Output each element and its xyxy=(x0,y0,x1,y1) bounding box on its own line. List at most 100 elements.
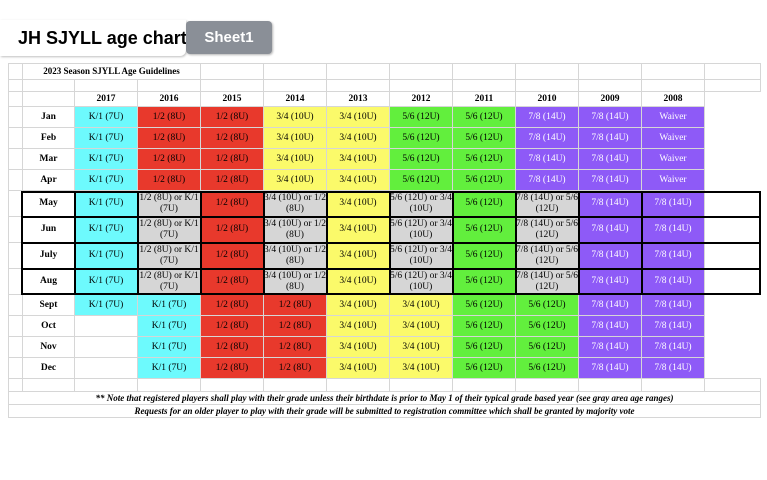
row-number-cell[interactable] xyxy=(8,315,23,337)
age-group-cell[interactable]: 1/2 (8U) xyxy=(200,169,264,191)
age-group-cell[interactable]: 7/8 (14U) xyxy=(641,268,705,295)
age-group-cell[interactable]: 1/2 (8U) xyxy=(200,127,264,149)
age-group-cell[interactable]: 5/6 (12U) or 3/4 (10U) xyxy=(389,242,453,269)
age-group-cell[interactable]: 1/2 (8U) or K/1 (7U) xyxy=(137,190,201,217)
cell[interactable] xyxy=(200,378,264,392)
age-group-cell[interactable]: K/1 (7U) xyxy=(74,148,138,170)
month-label-oct[interactable]: Oct xyxy=(22,315,75,337)
age-group-cell[interactable]: 3/4 (10U) xyxy=(326,216,390,243)
age-group-cell[interactable]: 3/4 (10U) or 1/2 (8U) xyxy=(263,190,327,217)
age-group-cell[interactable]: 7/8 (14U) xyxy=(515,148,579,170)
age-group-cell[interactable]: 1/2 (8U) xyxy=(200,336,264,358)
row-number-cell[interactable] xyxy=(8,169,23,191)
age-group-cell[interactable]: 5/6 (12U) xyxy=(515,294,579,316)
row-number-cell[interactable] xyxy=(8,148,23,170)
age-group-cell[interactable]: 3/4 (10U) xyxy=(326,268,390,295)
age-group-cell[interactable]: 1/2 (8U) xyxy=(263,336,327,358)
age-group-cell[interactable]: 3/4 (10U) xyxy=(389,357,453,379)
age-group-cell[interactable]: 5/6 (12U) xyxy=(452,357,516,379)
age-group-cell[interactable]: 1/2 (8U) xyxy=(137,169,201,191)
age-group-cell[interactable]: 7/8 (14U) xyxy=(578,169,642,191)
cell[interactable] xyxy=(641,79,705,92)
row-number-cell[interactable] xyxy=(8,336,23,358)
cell[interactable] xyxy=(326,79,390,92)
cell[interactable] xyxy=(389,63,453,80)
note-cell-2[interactable]: Requests for an older player to play wit… xyxy=(8,404,761,418)
age-group-cell[interactable]: K/1 (7U) xyxy=(74,169,138,191)
age-group-cell[interactable]: 1/2 (8U) xyxy=(137,106,201,128)
age-group-cell[interactable]: 7/8 (14U) or 5/6 (12U) xyxy=(515,242,579,269)
age-group-cell[interactable]: 7/8 (14U) xyxy=(578,148,642,170)
age-group-cell[interactable]: 3/4 (10U) or 1/2 (8U) xyxy=(263,216,327,243)
sheet-tab-sheet1[interactable]: Sheet1 xyxy=(186,21,272,54)
age-group-cell[interactable]: 3/4 (10U) xyxy=(326,294,390,316)
age-group-cell[interactable]: 5/6 (12U) xyxy=(452,315,516,337)
cell[interactable] xyxy=(704,378,761,392)
age-group-cell[interactable]: 5/6 (12U) xyxy=(452,294,516,316)
age-group-cell[interactable]: 3/4 (10U) xyxy=(389,294,453,316)
age-group-cell[interactable]: 7/8 (14U) xyxy=(641,315,705,337)
age-group-cell[interactable]: K/1 (7U) xyxy=(74,106,138,128)
cell[interactable] xyxy=(326,63,390,80)
age-group-cell[interactable]: 7/8 (14U) xyxy=(515,106,579,128)
year-header-2009[interactable]: 2009 xyxy=(578,91,642,107)
age-group-cell[interactable]: 3/4 (10U) xyxy=(326,190,390,217)
age-group-cell[interactable]: 3/4 (10U) xyxy=(389,336,453,358)
cell[interactable] xyxy=(389,79,453,92)
age-group-cell[interactable]: 1/2 (8U) xyxy=(200,148,264,170)
age-group-cell[interactable]: 5/6 (12U) xyxy=(452,127,516,149)
age-group-cell[interactable]: 5/6 (12U) xyxy=(389,169,453,191)
age-group-cell[interactable]: 3/4 (10U) xyxy=(326,336,390,358)
age-group-cell[interactable]: 5/6 (12U) or 3/4 (10U) xyxy=(389,190,453,217)
age-group-cell[interactable]: K/1 (7U) xyxy=(74,268,138,295)
year-header-2017[interactable]: 2017 xyxy=(74,91,138,107)
row-number-cell[interactable] xyxy=(8,268,23,295)
age-group-cell[interactable]: 5/6 (12U) xyxy=(515,315,579,337)
age-group-cell[interactable]: 3/4 (10U) xyxy=(326,315,390,337)
guidelines-title-cell[interactable]: 2023 Season SJYLL Age Guidelines xyxy=(22,63,201,80)
age-group-cell[interactable]: 5/6 (12U) xyxy=(389,127,453,149)
age-group-cell[interactable]: Waiver xyxy=(641,148,705,170)
month-label-july[interactable]: July xyxy=(22,242,75,269)
month-label-jan[interactable]: Jan xyxy=(22,106,75,128)
month-label-sept[interactable]: Sept xyxy=(22,294,75,316)
age-group-cell[interactable]: 5/6 (12U) xyxy=(452,336,516,358)
age-group-cell[interactable]: 5/6 (12U) xyxy=(515,336,579,358)
age-group-cell[interactable] xyxy=(74,336,138,358)
age-group-cell[interactable]: 5/6 (12U) xyxy=(389,106,453,128)
age-group-cell[interactable]: 3/4 (10U) xyxy=(263,169,327,191)
age-group-cell[interactable]: K/1 (7U) xyxy=(74,242,138,269)
year-header-2016[interactable]: 2016 xyxy=(137,91,201,107)
age-group-cell[interactable]: K/1 (7U) xyxy=(137,315,201,337)
age-group-cell[interactable]: 7/8 (14U) or 5/6 (12U) xyxy=(515,216,579,243)
age-group-cell[interactable]: 5/6 (12U) xyxy=(452,169,516,191)
age-group-cell[interactable]: 7/8 (14U) xyxy=(515,169,579,191)
age-group-cell[interactable]: 3/4 (10U) or 1/2 (8U) xyxy=(263,268,327,295)
cell[interactable] xyxy=(515,79,579,92)
row-number-cell[interactable] xyxy=(8,91,23,107)
cell[interactable] xyxy=(74,79,138,92)
cell[interactable] xyxy=(641,378,705,392)
age-group-cell[interactable]: 7/8 (14U) xyxy=(578,315,642,337)
month-label-may[interactable]: May xyxy=(22,190,75,217)
age-group-cell[interactable]: 5/6 (12U) xyxy=(452,242,516,269)
age-group-cell[interactable]: 1/2 (8U) or K/1 (7U) xyxy=(137,242,201,269)
age-group-cell[interactable]: 1/2 (8U) xyxy=(137,127,201,149)
row-number-cell[interactable] xyxy=(8,216,23,243)
age-group-cell[interactable]: 1/2 (8U) or K/1 (7U) xyxy=(137,268,201,295)
age-group-cell[interactable]: 5/6 (12U) xyxy=(452,148,516,170)
year-header-2015[interactable]: 2015 xyxy=(200,91,264,107)
month-label-nov[interactable]: Nov xyxy=(22,336,75,358)
year-header-2012[interactable]: 2012 xyxy=(389,91,453,107)
age-group-cell[interactable]: 7/8 (14U) xyxy=(641,216,705,243)
age-group-cell[interactable]: 5/6 (12U) xyxy=(452,190,516,217)
age-group-cell[interactable]: 7/8 (14U) or 5/6 (12U) xyxy=(515,190,579,217)
age-group-cell[interactable]: 3/4 (10U) xyxy=(263,106,327,128)
age-group-cell[interactable]: 1/2 (8U) xyxy=(200,294,264,316)
age-group-cell[interactable]: 7/8 (14U) xyxy=(641,294,705,316)
cell[interactable] xyxy=(452,378,516,392)
age-group-cell[interactable]: 1/2 (8U) xyxy=(200,106,264,128)
cell[interactable] xyxy=(326,378,390,392)
age-group-cell[interactable]: 1/2 (8U) xyxy=(200,357,264,379)
cell[interactable] xyxy=(704,79,761,92)
